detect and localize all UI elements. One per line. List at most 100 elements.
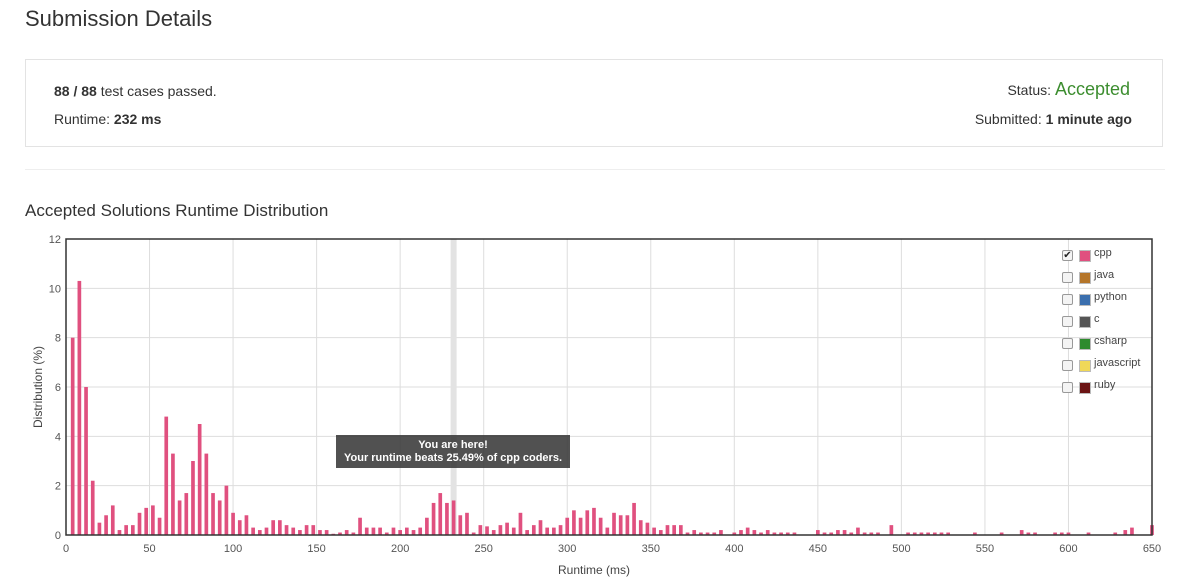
legend-checkbox-javascript[interactable] — [1062, 360, 1073, 371]
bar-cpp-344[interactable] — [638, 520, 643, 535]
bar-cpp-164[interactable] — [338, 532, 342, 535]
bar-cpp-470[interactable] — [849, 532, 854, 535]
bar-cpp-104[interactable] — [237, 520, 242, 535]
bar-cpp-168[interactable] — [344, 530, 349, 535]
bar-cpp-260[interactable] — [498, 525, 503, 535]
bar-cpp-372[interactable] — [685, 532, 690, 535]
bar-cpp-436[interactable] — [792, 532, 797, 535]
bar-cpp-148[interactable] — [311, 525, 316, 535]
bar-cpp-308[interactable] — [578, 517, 583, 535]
bar-cpp-388[interactable] — [712, 532, 717, 535]
bar-cpp-572[interactable] — [1019, 530, 1024, 535]
bar-cpp-264[interactable] — [505, 522, 509, 535]
bar-cpp-4[interactable] — [70, 337, 75, 535]
bar-cpp-458[interactable] — [829, 532, 834, 535]
bar-cpp-428[interactable] — [779, 532, 783, 535]
bar-cpp-16[interactable] — [90, 480, 95, 535]
bar-cpp-634[interactable] — [1123, 530, 1128, 535]
bar-cpp-88[interactable] — [211, 493, 215, 535]
legend-checkbox-c[interactable] — [1062, 316, 1073, 327]
bar-cpp-596[interactable] — [1059, 532, 1064, 535]
bar-cpp-368[interactable] — [679, 525, 683, 535]
bar-cpp-84[interactable] — [204, 453, 209, 535]
bar-cpp-276[interactable] — [525, 530, 529, 535]
bar-cpp-116[interactable] — [257, 530, 262, 535]
bar-cpp-412[interactable] — [752, 530, 757, 535]
bar-cpp-144[interactable] — [304, 525, 309, 535]
bar-cpp-450[interactable] — [816, 530, 820, 535]
bar-cpp-462[interactable] — [836, 530, 840, 535]
bar-cpp-486[interactable] — [876, 532, 880, 535]
bar-cpp-204[interactable] — [404, 527, 409, 535]
bar-cpp-56[interactable] — [157, 517, 162, 535]
bar-cpp-320[interactable] — [598, 517, 603, 535]
bar-cpp-478[interactable] — [862, 532, 867, 535]
bar-cpp-228[interactable] — [445, 502, 449, 535]
status-accepted-link[interactable]: Accepted — [1054, 79, 1130, 99]
bar-cpp-132[interactable] — [284, 525, 289, 535]
bar-cpp-364[interactable] — [672, 525, 676, 535]
bar-cpp-80[interactable] — [197, 424, 202, 535]
bar-cpp-280[interactable] — [531, 525, 536, 535]
bar-cpp-304[interactable] — [572, 510, 576, 535]
legend-checkbox-java[interactable] — [1062, 272, 1073, 283]
legend-checkbox-python[interactable] — [1062, 294, 1073, 305]
bar-cpp-504[interactable] — [906, 532, 910, 535]
bar-cpp-72[interactable] — [184, 493, 189, 535]
bar-cpp-494[interactable] — [889, 525, 894, 535]
bar-cpp-208[interactable] — [411, 530, 416, 535]
bar-cpp-60[interactable] — [164, 416, 169, 535]
bar-cpp-172[interactable] — [351, 532, 356, 535]
bar-cpp-336[interactable] — [625, 515, 630, 535]
bar-cpp-100[interactable] — [231, 512, 235, 535]
bar-cpp-404[interactable] — [739, 530, 743, 535]
bar-cpp-24[interactable] — [104, 515, 108, 535]
bar-cpp-40[interactable] — [130, 525, 135, 535]
bar-cpp-328[interactable] — [612, 512, 616, 535]
bar-cpp-512[interactable] — [919, 532, 924, 535]
bar-cpp-52[interactable] — [151, 505, 155, 535]
bar-cpp-424[interactable] — [772, 532, 777, 535]
bar-cpp-216[interactable] — [425, 517, 429, 535]
bar-cpp-638[interactable] — [1130, 527, 1134, 535]
bar-cpp-200[interactable] — [398, 530, 402, 535]
bar-cpp-360[interactable] — [665, 525, 670, 535]
bar-cpp-316[interactable] — [592, 507, 596, 535]
bar-cpp-184[interactable] — [371, 527, 376, 535]
bar-cpp-128[interactable] — [278, 520, 282, 535]
bar-cpp-384[interactable] — [705, 532, 710, 535]
bar-cpp-188[interactable] — [378, 527, 382, 535]
bar-cpp-508[interactable] — [912, 532, 917, 535]
bar-cpp-28[interactable] — [110, 505, 115, 535]
bar-cpp-348[interactable] — [645, 522, 650, 535]
bar-cpp-272[interactable] — [518, 512, 523, 535]
bar-cpp-544[interactable] — [973, 532, 977, 535]
bar-cpp-36[interactable] — [124, 525, 128, 535]
bar-cpp-68[interactable] — [177, 500, 182, 535]
bar-cpp-268[interactable] — [511, 527, 516, 535]
bar-cpp-600[interactable] — [1066, 532, 1071, 535]
bar-cpp-240[interactable] — [465, 512, 469, 535]
bar-cpp-296[interactable] — [558, 525, 563, 535]
bar-cpp-520[interactable] — [932, 532, 937, 535]
bar-cpp-524[interactable] — [939, 532, 944, 535]
bar-cpp-580[interactable] — [1033, 532, 1037, 535]
legend-checkbox-cpp[interactable]: ✔ — [1062, 250, 1073, 261]
bar-cpp-220[interactable] — [431, 502, 436, 535]
bar-cpp-576[interactable] — [1026, 532, 1031, 535]
bar-cpp-192[interactable] — [384, 532, 389, 535]
runtime-distribution-chart[interactable]: 0 50 100 150 200 250 300 350 400 450 500 550 600 650 0… — [0, 230, 1194, 582]
bar-cpp-236[interactable] — [458, 515, 463, 535]
bar-cpp-112[interactable] — [251, 527, 255, 535]
bar-cpp-20[interactable] — [97, 522, 102, 535]
bar-cpp-12[interactable] — [84, 387, 88, 535]
bar-cpp-560[interactable] — [999, 532, 1004, 535]
bar-cpp-420[interactable] — [765, 530, 770, 535]
bar-cpp-44[interactable] — [137, 512, 142, 535]
bar-cpp-416[interactable] — [759, 532, 763, 535]
bar-cpp-252[interactable] — [485, 526, 489, 535]
bar-cpp-592[interactable] — [1053, 532, 1057, 535]
bar-cpp-92[interactable] — [217, 500, 222, 535]
bar-cpp-528[interactable] — [946, 532, 951, 535]
bar-cpp-108[interactable] — [244, 515, 249, 535]
